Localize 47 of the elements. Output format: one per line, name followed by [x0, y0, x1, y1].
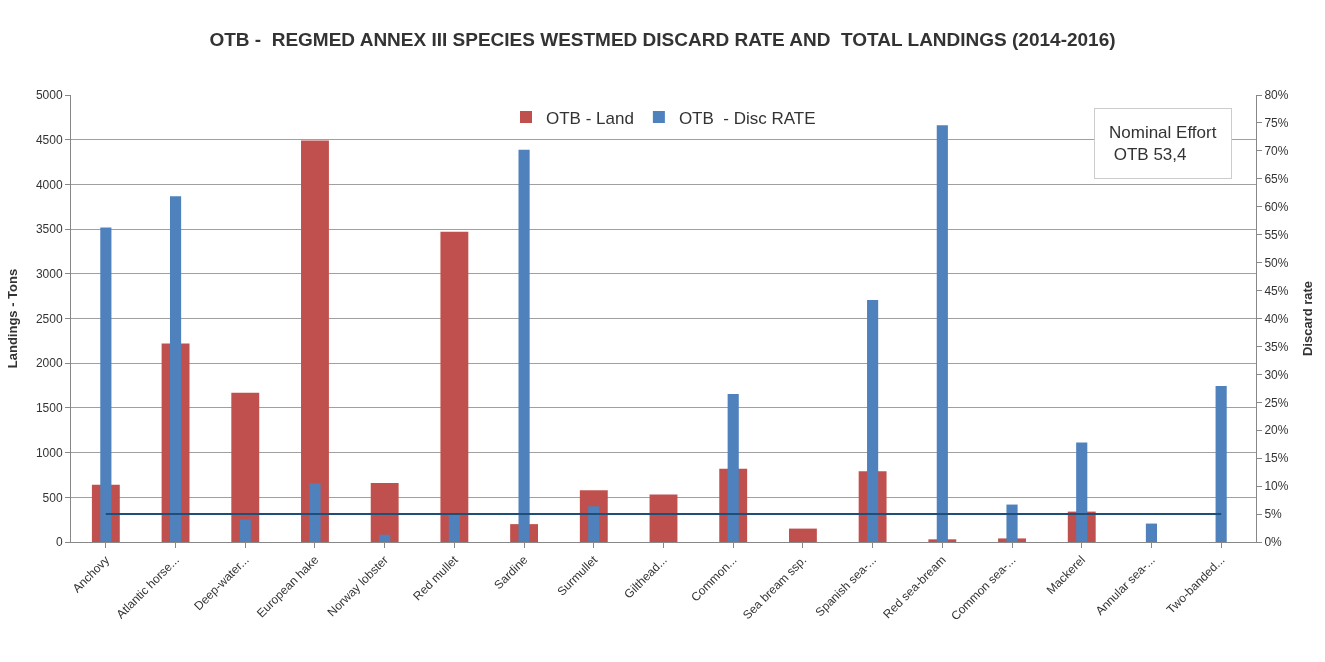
bar — [448, 514, 460, 542]
y2-tick-label: 20% — [1264, 423, 1289, 438]
y2-tick-label: 0% — [1264, 535, 1283, 550]
bar — [379, 534, 391, 542]
bar — [649, 494, 678, 542]
y2-tick-label: 65% — [1264, 172, 1289, 187]
y2-tick-label: 25% — [1264, 395, 1289, 410]
bar — [1215, 386, 1227, 542]
y-tick-label: 0 — [55, 535, 63, 550]
bar — [1145, 523, 1158, 542]
legend-label: OTB - Land — [546, 108, 634, 128]
y2-tick-label: 75% — [1264, 116, 1289, 131]
y2-tick-label: 45% — [1264, 283, 1289, 298]
bar — [370, 483, 399, 542]
bar — [231, 392, 260, 542]
y2-tick-label: 30% — [1264, 367, 1289, 382]
y2-tick-label: 10% — [1264, 479, 1289, 494]
y2-tick-label: 15% — [1264, 451, 1289, 466]
y-tick-label: 3000 — [35, 267, 63, 281]
y-tick-label: 4000 — [35, 177, 63, 192]
y-tick-label: 500 — [42, 490, 63, 505]
y-tick-label: 1500 — [35, 401, 63, 416]
chart-title: OTB - REGMED ANNEX III SPECIES WESTMED DISCARD RATE AND TOTAL LANDINGS (2014-2016) — [209, 29, 1116, 51]
y2-tick-label: 80% — [1264, 88, 1289, 103]
bar — [309, 483, 321, 542]
y2-tick-label: 50% — [1264, 255, 1289, 270]
y-tick-label: 2500 — [35, 311, 63, 326]
y2-axis-title: Discard rate — [1300, 280, 1316, 357]
bar — [239, 519, 251, 542]
y2-tick-label: 60% — [1264, 199, 1289, 214]
annotation: Nominal Effort OTB 53,4 — [1109, 123, 1217, 165]
bar — [301, 140, 329, 542]
y-tick-label: 2000 — [35, 356, 63, 371]
bar — [588, 506, 600, 542]
y2-tick-label: 40% — [1264, 311, 1289, 326]
bar — [440, 231, 469, 542]
y-tick-label: 1000 — [35, 445, 63, 460]
bar — [788, 528, 817, 542]
y2-tick-label: 35% — [1264, 339, 1289, 354]
legend-label: OTB - Disc RATE — [678, 108, 816, 128]
y-tick-label: 5000 — [35, 88, 63, 103]
y2-tick-label: 70% — [1264, 144, 1289, 159]
y2-tick-label: 5% — [1264, 507, 1283, 522]
y-axis-title: Landings - Tons — [4, 268, 20, 369]
y-tick-label: 3500 — [35, 222, 63, 237]
y-tick-label: 4500 — [35, 132, 63, 147]
y2-tick-label: 55% — [1264, 227, 1289, 242]
